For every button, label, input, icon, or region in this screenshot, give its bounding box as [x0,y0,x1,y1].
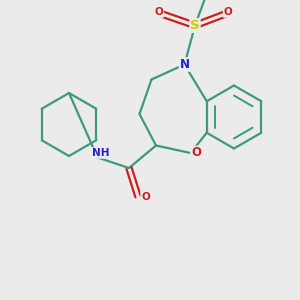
Text: O: O [154,7,164,17]
Text: O: O [224,7,232,17]
Text: O: O [191,146,201,160]
Text: NH: NH [92,148,109,158]
Text: S: S [190,19,200,32]
Text: N: N [179,58,190,71]
Text: O: O [141,191,150,202]
